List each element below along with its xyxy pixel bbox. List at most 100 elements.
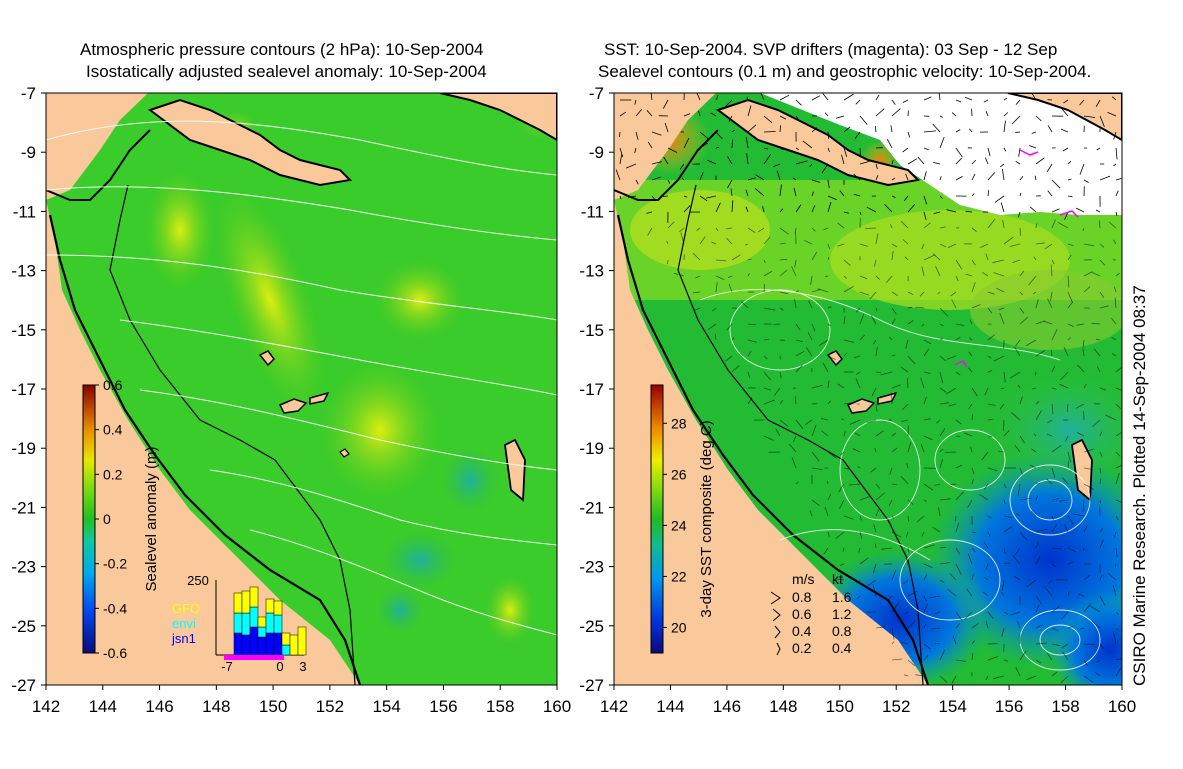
velocity-arrow: [1017, 621, 1021, 629]
velocity-arrow: [1067, 160, 1072, 165]
velocity-arrow: [1035, 556, 1041, 565]
velocity-arrow: [1099, 115, 1105, 127]
velocity-arrow: [923, 563, 933, 568]
velocity-arrow: [795, 160, 808, 165]
velocity-arrow: [875, 347, 878, 357]
velocity-arrow: [779, 307, 784, 311]
velocity-arrow: [619, 154, 623, 165]
velocity-arrow: [996, 287, 1005, 293]
velocity-arrow: [1002, 168, 1005, 181]
velocity-arrow: [923, 371, 931, 374]
velocity-arrow: [1045, 587, 1053, 597]
velocity-arrow: [932, 123, 941, 133]
velocity-arrow: [779, 258, 788, 261]
velocity-arrow: [875, 307, 878, 312]
velocity-arrow: [827, 256, 830, 261]
velocity-arrow: [951, 675, 957, 684]
velocity-arrow: [1017, 483, 1021, 496]
velocity-arrow: [1091, 322, 1101, 325]
velocity-arrow: [1015, 666, 1021, 677]
velocity-arrow: [875, 371, 882, 373]
velocity-arrow: [987, 370, 993, 373]
velocity-arrow: [955, 129, 961, 133]
velocity-arrow: [987, 419, 993, 421]
velocity-arrow: [1035, 624, 1044, 629]
velocity-arrow: [795, 339, 803, 343]
velocity-arrow: [808, 300, 813, 309]
right-lat-tick-label: -21: [579, 498, 604, 517]
velocity-arrow: [795, 323, 801, 331]
velocity-arrow: [859, 531, 863, 539]
velocity-arrow: [811, 179, 821, 183]
velocity-arrow: [1003, 499, 1006, 505]
velocity-arrow: [1035, 350, 1046, 357]
velocity-arrow: [891, 243, 898, 248]
velocity-arrow: [987, 403, 996, 406]
velocity-arrow: [805, 346, 813, 357]
velocity-arrow: [999, 403, 1005, 410]
velocity-arrow: [939, 338, 944, 341]
velocity-arrow: [1035, 242, 1045, 245]
velocity-arrow: [1115, 431, 1122, 437]
velocity-arrow: [811, 451, 820, 462]
velocity-arrow: [1099, 387, 1107, 391]
velocity-arrow: [1032, 291, 1037, 295]
velocity-arrow: [775, 428, 781, 437]
velocity-arrow: [875, 94, 880, 101]
velocity-arrow: [859, 243, 868, 247]
velocity-arrow: [931, 627, 941, 630]
velocity-arrow: [967, 499, 973, 508]
velocity-arrow: [795, 481, 799, 485]
velocity-arrow: [754, 188, 765, 197]
velocity-arrow: [747, 371, 751, 379]
velocity-arrow: [865, 227, 877, 229]
velocity-arrow: [1066, 403, 1069, 413]
velocity-arrow: [859, 160, 870, 165]
velocity-arrow: [827, 243, 831, 250]
velocity-arrow: [858, 547, 861, 553]
velocity-arrow: [938, 507, 941, 517]
velocity-arrow: [693, 291, 701, 294]
velocity-arrow: [955, 157, 962, 165]
histogram-bar: [273, 614, 283, 634]
left-lat-tick-label: -17: [11, 380, 36, 399]
velocity-arrow: [1095, 209, 1101, 213]
velocity-arrow: [619, 195, 622, 200]
left-lon-tick-label: 150: [259, 697, 287, 716]
velocity-arrow: [1060, 128, 1069, 133]
velocity-arrow: [884, 204, 893, 213]
velocity-arrow: [1014, 346, 1021, 357]
velocity-arrow: [1061, 643, 1069, 649]
velocity-arrow: [880, 371, 893, 376]
left-lat-tick-label: -7: [21, 84, 36, 103]
velocity-arrow: [762, 206, 765, 213]
velocity-arrow: [1076, 207, 1085, 213]
velocity-arrow: [923, 603, 929, 613]
velocity-arrow: [843, 402, 851, 405]
velocity-arrow: [891, 393, 893, 405]
velocity-arrow: [923, 544, 935, 549]
velocity-arrow: [939, 355, 946, 362]
velocity-arrow: [827, 531, 830, 537]
left-lon-tick-label: 156: [429, 697, 457, 716]
velocity-arrow: [859, 557, 869, 565]
velocity-arrow: [872, 584, 877, 597]
velocity-arrow: [923, 254, 936, 261]
velocity-arrow: [1083, 383, 1087, 389]
velocity-arrow: [651, 176, 661, 181]
velocity-arrow: [827, 355, 836, 360]
velocity-arrow: [715, 282, 718, 293]
velocity-arrow: [1095, 99, 1101, 107]
velocity-arrow: [983, 483, 989, 490]
velocity-arrow: [907, 377, 909, 389]
velocity-arrow: [747, 258, 752, 261]
velocity-arrow: [1083, 467, 1093, 470]
velocity-arrow: [838, 483, 845, 493]
velocity-arrow: [1048, 579, 1053, 584]
velocity-arrow: [1035, 299, 1039, 309]
velocity-arrow: [875, 492, 885, 501]
right-lat-tick-label: -15: [579, 321, 604, 340]
velocity-arrow: [711, 241, 717, 245]
velocity-arrow: [866, 206, 877, 213]
velocity-arrow: [965, 273, 973, 277]
